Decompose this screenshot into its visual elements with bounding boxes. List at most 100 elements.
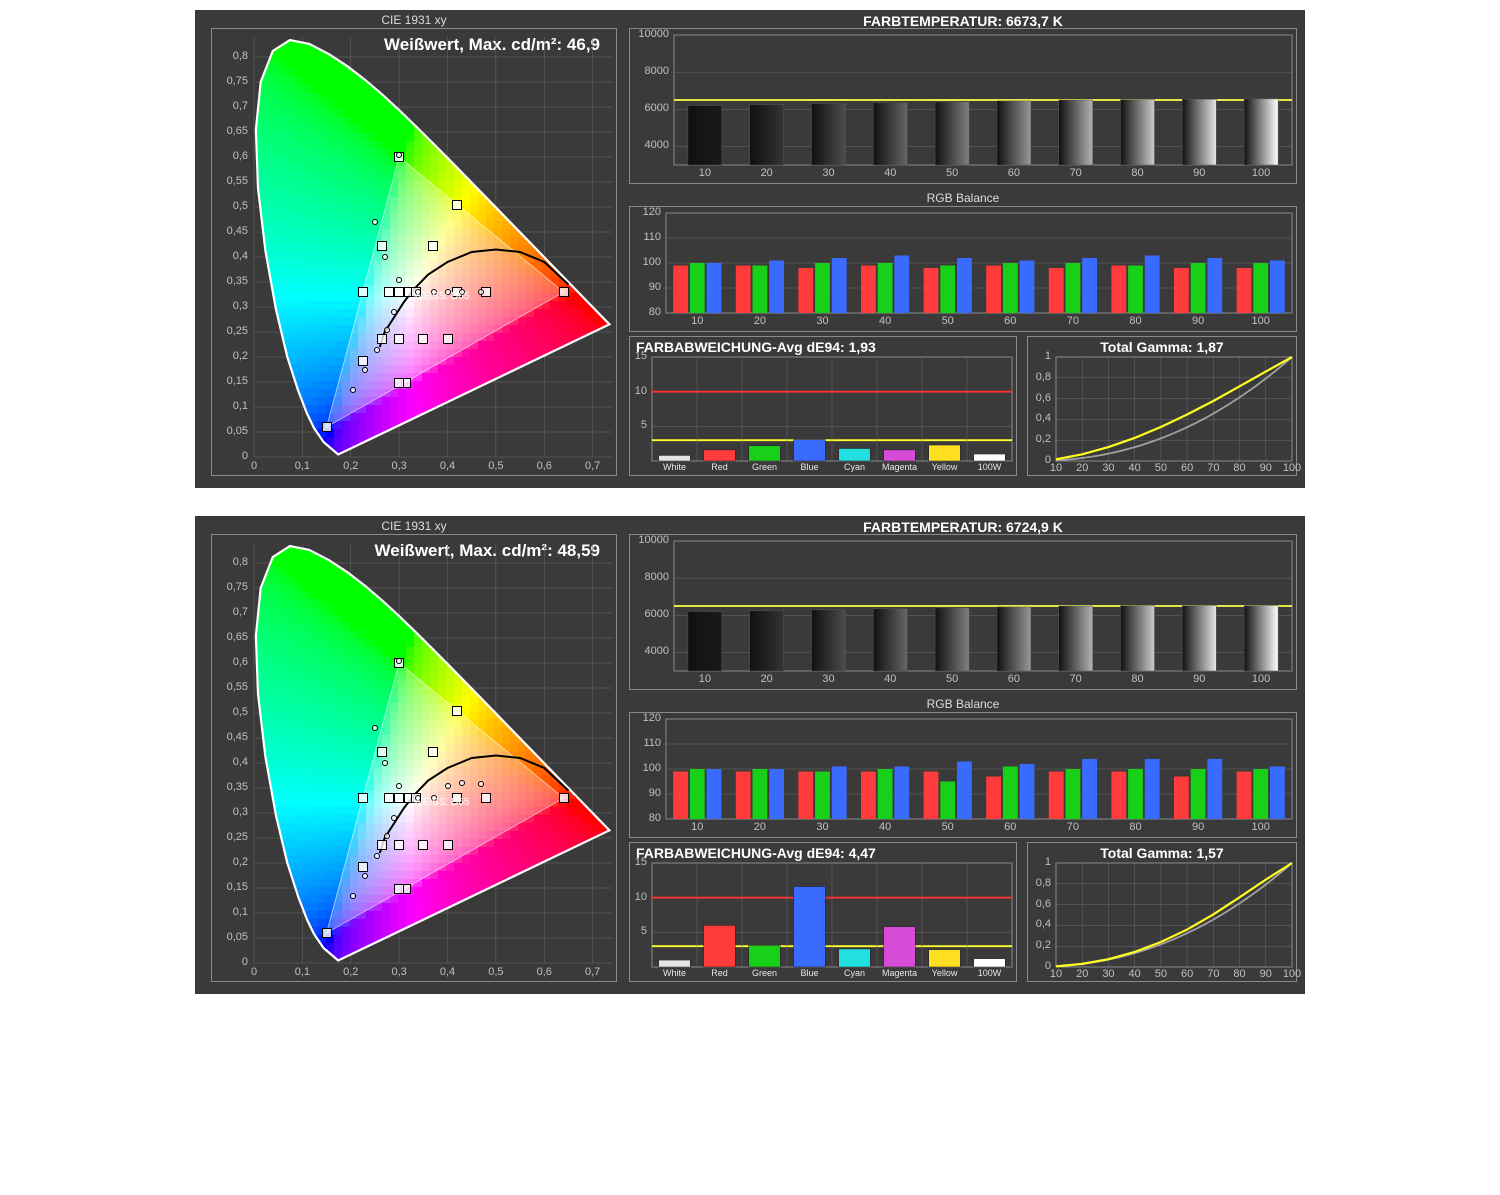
- color-temp-chart-xtick: 50: [940, 673, 964, 685]
- rgb-balance-chart-xtick: 20: [748, 315, 772, 327]
- cie-ytick: 0,45: [227, 225, 248, 237]
- cie-ytick: 0,05: [227, 425, 248, 437]
- cie-target-marker: [377, 747, 387, 757]
- rgb-balance-chart: RGB Balance80901001101201020304050607080…: [629, 712, 1297, 838]
- color-deviation-chart-ytick: 10: [635, 891, 647, 903]
- cie-xtick: 0,5: [486, 966, 506, 978]
- cie-measured-marker: [396, 783, 402, 789]
- cie-xtick: 0,7: [583, 460, 603, 472]
- gamma-xtick: 80: [1230, 462, 1250, 474]
- color-deviation-chart-ytick: 15: [635, 856, 647, 868]
- color-temp-chart: FARBTEMPERATUR: 6724,9 K4000600080001000…: [629, 534, 1297, 690]
- color-deviation-chart-ytick: 15: [635, 350, 647, 362]
- cie-xtick: 0,4: [438, 966, 458, 978]
- cie-target-marker: [452, 200, 462, 210]
- color-temp-chart-xtick: 10: [693, 167, 717, 179]
- cie-target-marker: [322, 928, 332, 938]
- cie-ytick: 0,75: [227, 75, 248, 87]
- cie-title: CIE 1931 xy: [212, 13, 616, 27]
- color-temp-chart-xtick: 90: [1187, 673, 1211, 685]
- rgb-balance-chart-xtick: 60: [998, 821, 1022, 833]
- deviation-category: Red: [697, 462, 742, 472]
- rgb-balance-chart-ytick: 90: [649, 281, 661, 293]
- color-temp-chart-title: FARBTEMPERATUR: 6724,9 K: [630, 519, 1296, 535]
- cie-target-marker: [384, 793, 394, 803]
- gamma-xtick: 70: [1203, 968, 1223, 980]
- cie-target-marker: [394, 793, 404, 803]
- color-temp-chart-xtick: 100: [1249, 673, 1273, 685]
- cie-target-marker: [394, 884, 404, 894]
- deviation-category: Blue: [787, 462, 832, 472]
- color-temp-chart-ytick: 8000: [645, 65, 669, 77]
- cie-xtick: 0,5: [486, 460, 506, 472]
- color-temp-chart-xtick: 10: [693, 673, 717, 685]
- color-temp-chart-xtick: 50: [940, 167, 964, 179]
- color-temp-chart-ytick: 6000: [645, 102, 669, 114]
- cie-target-marker: [358, 793, 368, 803]
- color-temp-chart-ytick: 10000: [638, 28, 669, 40]
- gamma-xtick: 90: [1256, 462, 1276, 474]
- cie-ytick: 0,75: [227, 581, 248, 593]
- gamma-ytick: 0,4: [1036, 918, 1051, 930]
- cie-title: CIE 1931 xy: [212, 519, 616, 533]
- rgb-balance-chart-title: RGB Balance: [630, 697, 1296, 711]
- rgb-balance-chart-ytick: 100: [643, 256, 661, 268]
- cie-ytick: 0,8: [233, 556, 248, 568]
- cie-measured-marker: [350, 387, 356, 393]
- cie-target-marker: [394, 378, 404, 388]
- cie-target-marker: [428, 747, 438, 757]
- cie-target-marker: [322, 422, 332, 432]
- cie-target-marker: [452, 706, 462, 716]
- cie-measured-marker: [459, 780, 465, 786]
- cie-measured-marker: [396, 277, 402, 283]
- deviation-category: Blue: [787, 968, 832, 978]
- deviation-category: Yellow: [922, 462, 967, 472]
- rgb-balance-chart-xtick: 60: [998, 315, 1022, 327]
- cie-ytick: 0,4: [233, 250, 248, 262]
- cie-ytick: 0,25: [227, 831, 248, 843]
- gamma-ytick: 0,4: [1036, 412, 1051, 424]
- cie-ytick: 0,6: [233, 150, 248, 162]
- cie-ytick: 0,2: [233, 350, 248, 362]
- rgb-balance-chart-xtick: 70: [1061, 821, 1085, 833]
- cie-target-marker: [358, 862, 368, 872]
- calibration-panel: CIE 1931 xyWeißwert, Max. cd/m²: 46,900,…: [195, 10, 1305, 488]
- color-temp-chart-ytick: 6000: [645, 608, 669, 620]
- calibration-panel: CIE 1931 xyWeißwert, Max. cd/m²: 48,5900…: [195, 516, 1305, 994]
- deviation-category: Red: [697, 968, 742, 978]
- cie-target-marker: [559, 793, 569, 803]
- cie-d65-label: WEISS: D65: [413, 797, 469, 808]
- color-deviation-chart: FARBABWEICHUNG-Avg dE94: 1,9351015WhiteR…: [629, 336, 1017, 476]
- cie-ytick: 0,7: [233, 606, 248, 618]
- gamma-xtick: 10: [1046, 968, 1066, 980]
- cie-ytick: 0,8: [233, 50, 248, 62]
- cie-xtick: 0,1: [292, 460, 312, 472]
- cie-xtick: 0,6: [534, 966, 554, 978]
- gamma-ytick: 0,8: [1036, 877, 1051, 889]
- cie-target-marker: [559, 287, 569, 297]
- gamma-xtick: 70: [1203, 462, 1223, 474]
- rgb-balance-chart: RGB Balance80901001101201020304050607080…: [629, 206, 1297, 332]
- cie-ytick: 0,2: [233, 856, 248, 868]
- cie-ytick: 0,05: [227, 931, 248, 943]
- gamma-xtick: 30: [1098, 968, 1118, 980]
- cie-target-marker: [443, 334, 453, 344]
- gamma-xtick: 90: [1256, 968, 1276, 980]
- color-temp-chart-xtick: 60: [1002, 673, 1026, 685]
- color-deviation-chart-ytick: 5: [641, 419, 647, 431]
- gamma-ytick: 0,6: [1036, 898, 1051, 910]
- rgb-balance-chart-xtick: 70: [1061, 315, 1085, 327]
- cie-ytick: 0: [242, 450, 248, 462]
- cie-xtick: 0,1: [292, 966, 312, 978]
- cie-xtick: 0,4: [438, 460, 458, 472]
- rgb-balance-chart-title: RGB Balance: [630, 191, 1296, 205]
- color-deviation-chart-ytick: 5: [641, 925, 647, 937]
- deviation-category: Yellow: [922, 968, 967, 978]
- rgb-balance-chart-ytick: 80: [649, 812, 661, 824]
- cie-ytick: 0,3: [233, 806, 248, 818]
- cie-ytick: 0,25: [227, 325, 248, 337]
- color-temp-chart-ytick: 10000: [638, 534, 669, 546]
- cie-measured-marker: [350, 893, 356, 899]
- cie-ytick: 0,35: [227, 275, 248, 287]
- color-temp-chart-ytick: 4000: [645, 139, 669, 151]
